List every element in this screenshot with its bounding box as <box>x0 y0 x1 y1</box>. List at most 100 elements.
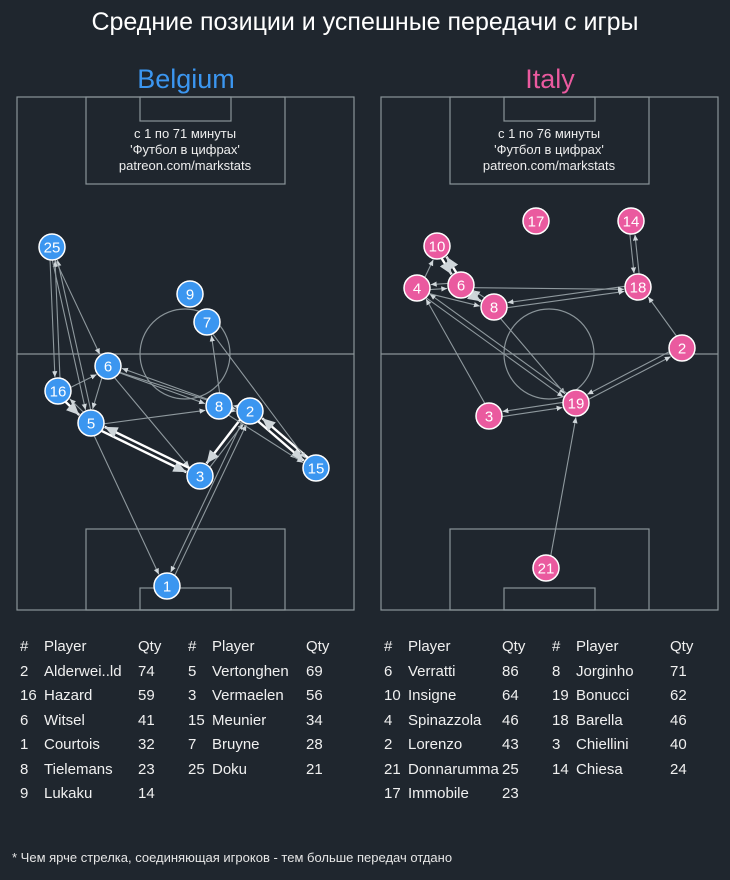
cell-num: 15 <box>188 711 205 729</box>
caption-line-1: с 1 по 71 минуты <box>134 126 236 141</box>
cell-qty: 43 <box>502 736 519 753</box>
cell-num: 6 <box>20 711 29 729</box>
pass-arrow <box>473 286 624 292</box>
player-marker <box>176 280 204 308</box>
player-marker <box>153 572 181 600</box>
header-qty: Qty <box>138 638 162 655</box>
player-number: 4 <box>413 281 421 298</box>
cell-player: Barella <box>576 711 623 729</box>
pass-arrow <box>119 372 206 405</box>
cell-player: Witsel <box>44 711 85 729</box>
header-qty: Qty <box>502 638 526 655</box>
player-number: 6 <box>457 278 465 295</box>
cell-num: 14 <box>552 760 569 778</box>
cell-player: Immobile <box>408 785 469 802</box>
player-marker <box>186 462 214 490</box>
pass-arrow <box>507 289 625 309</box>
pass-arrow <box>428 293 480 308</box>
header-qty: Qty <box>306 638 330 655</box>
cell-qty: 46 <box>670 711 687 729</box>
pass-arrow <box>170 421 243 573</box>
player-marker <box>77 409 105 437</box>
player-marker <box>624 273 652 301</box>
cell-num: 2 <box>20 662 29 680</box>
team2-pitch: с 1 по 76 минуты 'Футбол в цифрах' patre… <box>380 96 719 611</box>
cell-qty: 64 <box>502 687 519 704</box>
pass-arrow <box>209 335 221 393</box>
team2-name: Italy <box>525 64 575 94</box>
bottom-goal-box <box>139 587 232 611</box>
cell-num: 8 <box>552 662 561 680</box>
cell-player: Tielemans <box>44 760 113 778</box>
pass-arrow <box>445 255 459 274</box>
player-node-1: 1 <box>153 572 181 600</box>
cell-num: 9 <box>20 785 29 802</box>
pass-arrow <box>91 377 103 410</box>
caption-line-3: patreon.com/markstats <box>483 158 616 173</box>
player-number: 9 <box>186 287 194 304</box>
player-node-9: 9 <box>176 280 204 308</box>
cell-num: 25 <box>188 760 205 778</box>
cell-qty: 41 <box>138 711 155 729</box>
pass-arrow <box>69 398 84 413</box>
player-marker <box>205 392 233 420</box>
cell-qty: 25 <box>502 760 519 778</box>
pass-arrow <box>424 259 434 278</box>
pass-arrow <box>629 234 637 274</box>
cell-num: 18 <box>552 711 569 729</box>
pass-arrow <box>64 400 81 416</box>
cell-player: Bruyne <box>212 736 260 753</box>
cell-qty: 24 <box>670 760 687 778</box>
header-num: # <box>384 638 393 655</box>
header-num: # <box>552 638 561 655</box>
pass-arrow <box>51 260 87 410</box>
cell-qty: 23 <box>502 785 519 802</box>
cell-num: 21 <box>384 760 401 778</box>
player-number: 17 <box>528 214 545 231</box>
player-marker <box>44 377 72 405</box>
team1-name: Belgium <box>137 64 235 94</box>
cell-player: Chiellini <box>576 736 629 753</box>
cell-num: 4 <box>384 711 393 729</box>
cell-player: Hazard <box>44 687 93 704</box>
header-num: # <box>20 638 29 655</box>
pass-arrow <box>502 405 563 418</box>
header-player: Player <box>44 638 87 655</box>
player-marker <box>302 454 330 482</box>
pass-arrow <box>257 420 305 462</box>
pass-arrow <box>212 333 307 459</box>
cell-qty: 21 <box>306 760 323 778</box>
player-number: 1 <box>163 579 171 596</box>
player-marker <box>522 207 550 235</box>
pass-arrow <box>104 425 190 470</box>
pass-arrow <box>632 234 640 274</box>
cell-qty: 69 <box>306 662 323 680</box>
player-marker <box>403 274 431 302</box>
player-marker <box>94 352 122 380</box>
cell-qty: 14 <box>138 785 155 802</box>
cell-num: 1 <box>20 736 29 753</box>
player-marker <box>193 308 221 336</box>
cell-player: Lukaku <box>44 785 93 802</box>
pass-arrow <box>425 298 486 404</box>
player-number: 14 <box>623 214 640 231</box>
cell-player: Meunier <box>212 711 267 729</box>
caption-line-2: 'Футбол в цифрах' <box>494 142 604 157</box>
player-number: 21 <box>538 561 555 578</box>
cell-qty: 23 <box>138 760 155 778</box>
cell-num: 3 <box>552 736 561 753</box>
player-number: 2 <box>246 404 254 421</box>
caption-line-3: patreon.com/markstats <box>119 158 252 173</box>
team1-pass-arrows <box>49 259 309 576</box>
cell-player: Bonucci <box>576 687 630 704</box>
player-node-14: 14 <box>617 207 645 235</box>
pass-arrow <box>114 377 190 468</box>
header-qty: Qty <box>670 638 694 655</box>
pass-arrow <box>233 404 240 410</box>
pass-arrow <box>174 424 247 576</box>
player-number: 2 <box>678 341 686 358</box>
cell-num: 5 <box>188 662 197 680</box>
cell-num: 3 <box>188 687 197 704</box>
header-player: Player <box>212 638 255 655</box>
player-node-18: 18 <box>624 273 652 301</box>
